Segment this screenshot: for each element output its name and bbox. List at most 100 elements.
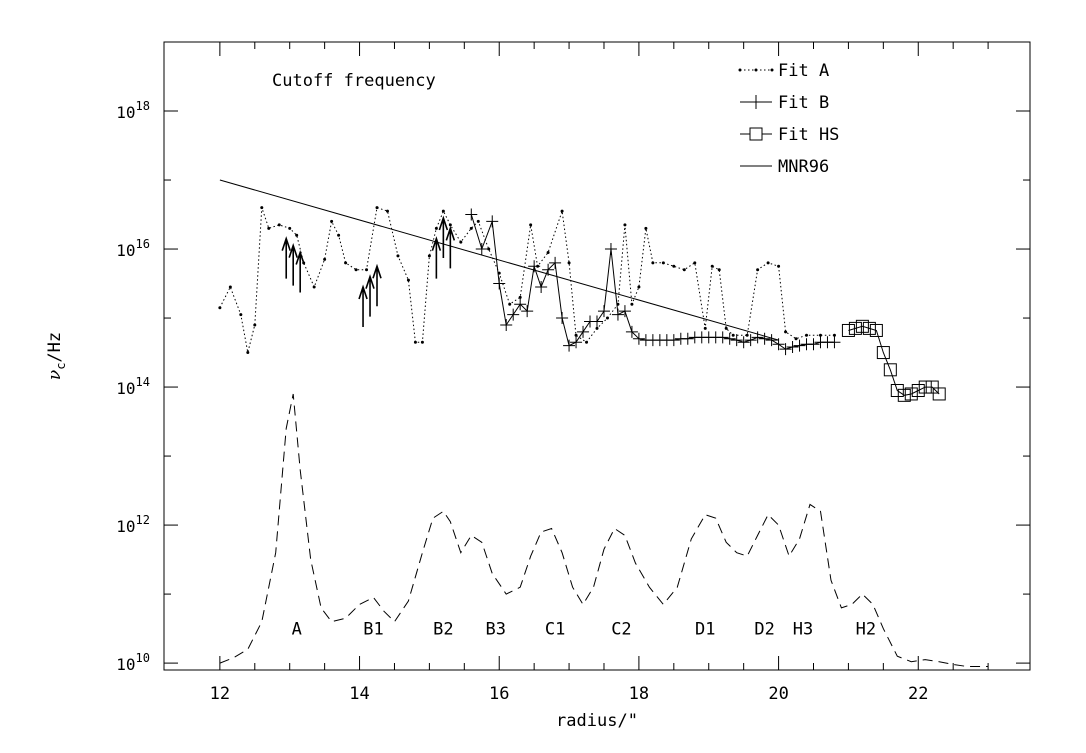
fit-hs-point bbox=[855, 319, 869, 333]
fit-b-point bbox=[737, 336, 750, 349]
fit-a-point bbox=[637, 285, 641, 289]
fit-b-point bbox=[577, 325, 590, 338]
x-tick-label: 18 bbox=[629, 684, 649, 704]
fit-a-point bbox=[731, 333, 735, 337]
fit-a-point bbox=[420, 340, 424, 344]
fit-a-point bbox=[246, 351, 250, 355]
y-axis-label: νc/Hz bbox=[45, 332, 68, 380]
x-tick-label: 12 bbox=[210, 684, 230, 704]
plot-frame bbox=[163, 41, 1031, 671]
legend-label: Fit HS bbox=[778, 125, 839, 145]
legend-point bbox=[738, 68, 742, 72]
fit-b-point bbox=[625, 325, 638, 338]
fit-hs-point bbox=[876, 346, 890, 360]
series-fit-a bbox=[218, 206, 836, 355]
legend-sample-dotted bbox=[738, 68, 774, 72]
fit-a-point bbox=[330, 219, 334, 223]
y-tick-exponent: 18 bbox=[136, 99, 150, 113]
fit-a-point bbox=[724, 326, 728, 330]
y-tick-exponent: 10 bbox=[136, 651, 150, 665]
fit-b-point bbox=[475, 243, 488, 256]
y-tick-exponent: 16 bbox=[136, 237, 150, 251]
fit-b-point bbox=[570, 336, 583, 349]
fit-b-point bbox=[681, 332, 694, 345]
fit-b-point bbox=[535, 280, 548, 293]
fit-hs-point bbox=[862, 321, 876, 335]
fit-b-point bbox=[514, 298, 527, 311]
fit-a-point bbox=[567, 261, 571, 265]
x-tick-labels: 12 14 16 18 20 22 bbox=[210, 684, 929, 704]
fit-a-point bbox=[574, 333, 578, 337]
arrow-mark bbox=[431, 236, 442, 279]
fit-hs-point bbox=[848, 321, 862, 335]
fit-b-point bbox=[507, 308, 520, 321]
fit-a-point bbox=[518, 295, 522, 299]
peak-label: B2 bbox=[433, 620, 453, 640]
arrow-mark bbox=[365, 274, 375, 317]
fit-a-line bbox=[219, 206, 835, 353]
profile-line bbox=[219, 393, 989, 667]
legend-label: Fit A bbox=[778, 61, 829, 81]
arrow-mark bbox=[295, 249, 305, 293]
fit-a-point bbox=[295, 233, 299, 237]
fit-hs-point bbox=[904, 387, 918, 401]
fit-a-point bbox=[605, 316, 609, 320]
fit-b-point bbox=[591, 315, 603, 328]
fit-a-point bbox=[228, 285, 232, 289]
fit-a-point bbox=[832, 333, 836, 337]
fit-a-point bbox=[630, 302, 634, 306]
fit-hs-point bbox=[932, 387, 946, 401]
fit-a-point bbox=[323, 257, 327, 261]
fit-a-point bbox=[672, 264, 676, 268]
fit-a-point bbox=[745, 333, 749, 337]
fit-a-point bbox=[413, 340, 417, 344]
fit-a-point bbox=[818, 333, 822, 337]
fit-hs-point bbox=[883, 363, 897, 377]
fit-b-point bbox=[521, 305, 534, 318]
series-mnr96 bbox=[219, 179, 779, 341]
legend-marker bbox=[749, 127, 763, 141]
lower-limit-arrows bbox=[281, 215, 456, 327]
fit-a-point bbox=[805, 333, 809, 337]
fit-b-point bbox=[744, 334, 757, 347]
fit-a-point bbox=[623, 223, 627, 227]
legend-marker bbox=[750, 95, 762, 109]
fit-a-point bbox=[406, 278, 410, 282]
fit-a-point bbox=[529, 223, 533, 227]
fit-a-point bbox=[448, 223, 452, 227]
chart-title: Cutoff frequency bbox=[272, 71, 436, 91]
fit-a-point bbox=[794, 337, 798, 341]
y-tick-base: 10 bbox=[116, 379, 135, 398]
fit-b-point bbox=[493, 277, 506, 290]
fit-a-point bbox=[717, 268, 721, 272]
fit-b-point bbox=[667, 334, 680, 347]
fit-b-point bbox=[793, 339, 806, 352]
legend-point bbox=[770, 68, 774, 72]
arrow-mark bbox=[358, 284, 368, 327]
legend-sample-plus bbox=[740, 95, 772, 109]
series-layer bbox=[218, 179, 989, 667]
fit-a-point bbox=[354, 268, 358, 272]
fit-a-point bbox=[253, 323, 257, 327]
fit-b-point bbox=[611, 308, 624, 321]
arrow-mark bbox=[372, 263, 382, 307]
fit-a-point bbox=[595, 326, 599, 330]
fit-a-point bbox=[766, 261, 770, 265]
arrow-mark bbox=[281, 236, 291, 279]
fit-a-point bbox=[508, 302, 512, 306]
fit-a-point bbox=[661, 261, 665, 265]
peak-label: D2 bbox=[754, 620, 774, 640]
y-axis-label-rest: /Hz bbox=[45, 332, 65, 363]
fit-a-point bbox=[710, 264, 714, 268]
fit-b-point bbox=[765, 334, 778, 347]
fit-b-point bbox=[556, 312, 569, 325]
fit-a-point bbox=[312, 285, 316, 289]
fit-a-point bbox=[784, 330, 788, 334]
fit-a-point bbox=[218, 306, 222, 310]
fit-a-point bbox=[777, 264, 781, 268]
series-profile bbox=[219, 393, 989, 667]
fit-a-point bbox=[267, 226, 271, 230]
y-tick-label: 1018 bbox=[116, 99, 150, 122]
fit-b-point bbox=[772, 338, 785, 351]
fit-a-point bbox=[337, 233, 341, 237]
